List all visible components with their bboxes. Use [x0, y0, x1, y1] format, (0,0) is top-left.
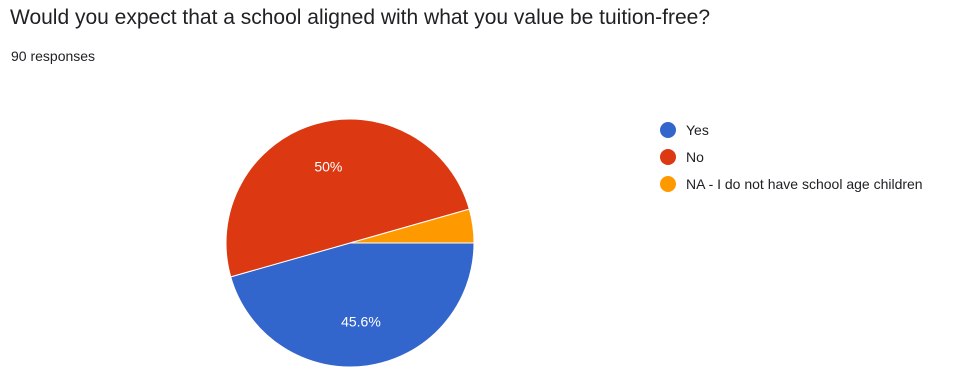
legend-label: No	[686, 148, 704, 165]
legend-item-yes: Yes	[660, 116, 923, 143]
question-title: Would you expect that a school aligned w…	[10, 6, 711, 29]
legend-item-no: No	[660, 143, 923, 170]
legend-label: NA - I do not have school age children	[686, 175, 923, 192]
legend-label: Yes	[686, 121, 709, 138]
slice-label-yes: 45.6%	[341, 314, 381, 330]
pie-slice-na-i-do-not-have-school-age-children	[349, 208, 475, 244]
pie-slice-no	[225, 118, 470, 278]
chart-legend: Yes No NA - I do not have school age child…	[660, 116, 923, 197]
pie-slice-yes	[230, 242, 475, 368]
response-count: 90 responses	[11, 48, 96, 64]
legend-swatch	[660, 175, 676, 192]
slice-label-no: 50%	[314, 159, 342, 175]
legend-swatch	[660, 121, 676, 138]
legend-swatch	[660, 148, 676, 165]
legend-item-na-i-do-not-have-school-age-children: NA - I do not have school age children	[660, 170, 923, 197]
